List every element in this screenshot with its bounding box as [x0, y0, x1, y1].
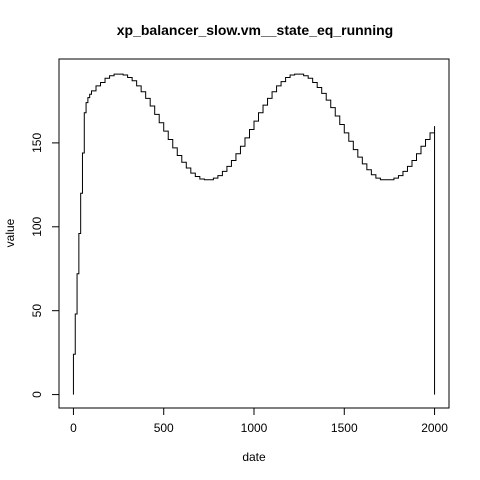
- chart-title: xp_balancer_slow.vm__state_eq_running: [117, 22, 393, 38]
- series-line: [72, 73, 436, 395]
- x-tick-label: 2000: [421, 421, 448, 435]
- x-tick-label: 1000: [241, 421, 268, 435]
- y-tick-label: 150: [30, 133, 44, 153]
- plot-frame: [58, 58, 450, 409]
- x-tick-label: 0: [70, 421, 77, 435]
- series-layer: [72, 73, 436, 395]
- y-axis: 0 50 100 150: [30, 133, 60, 398]
- y-tick-label: 0: [30, 391, 44, 398]
- x-axis-label: date: [242, 450, 266, 464]
- x-tick-label: 500: [154, 421, 174, 435]
- y-tick-label: 100: [30, 216, 44, 236]
- x-axis: 0 500 1000 1500 2000: [70, 407, 448, 435]
- y-axis-label: value: [3, 218, 17, 247]
- y-tick-label: 50: [30, 304, 44, 318]
- x-tick-label: 1500: [331, 421, 358, 435]
